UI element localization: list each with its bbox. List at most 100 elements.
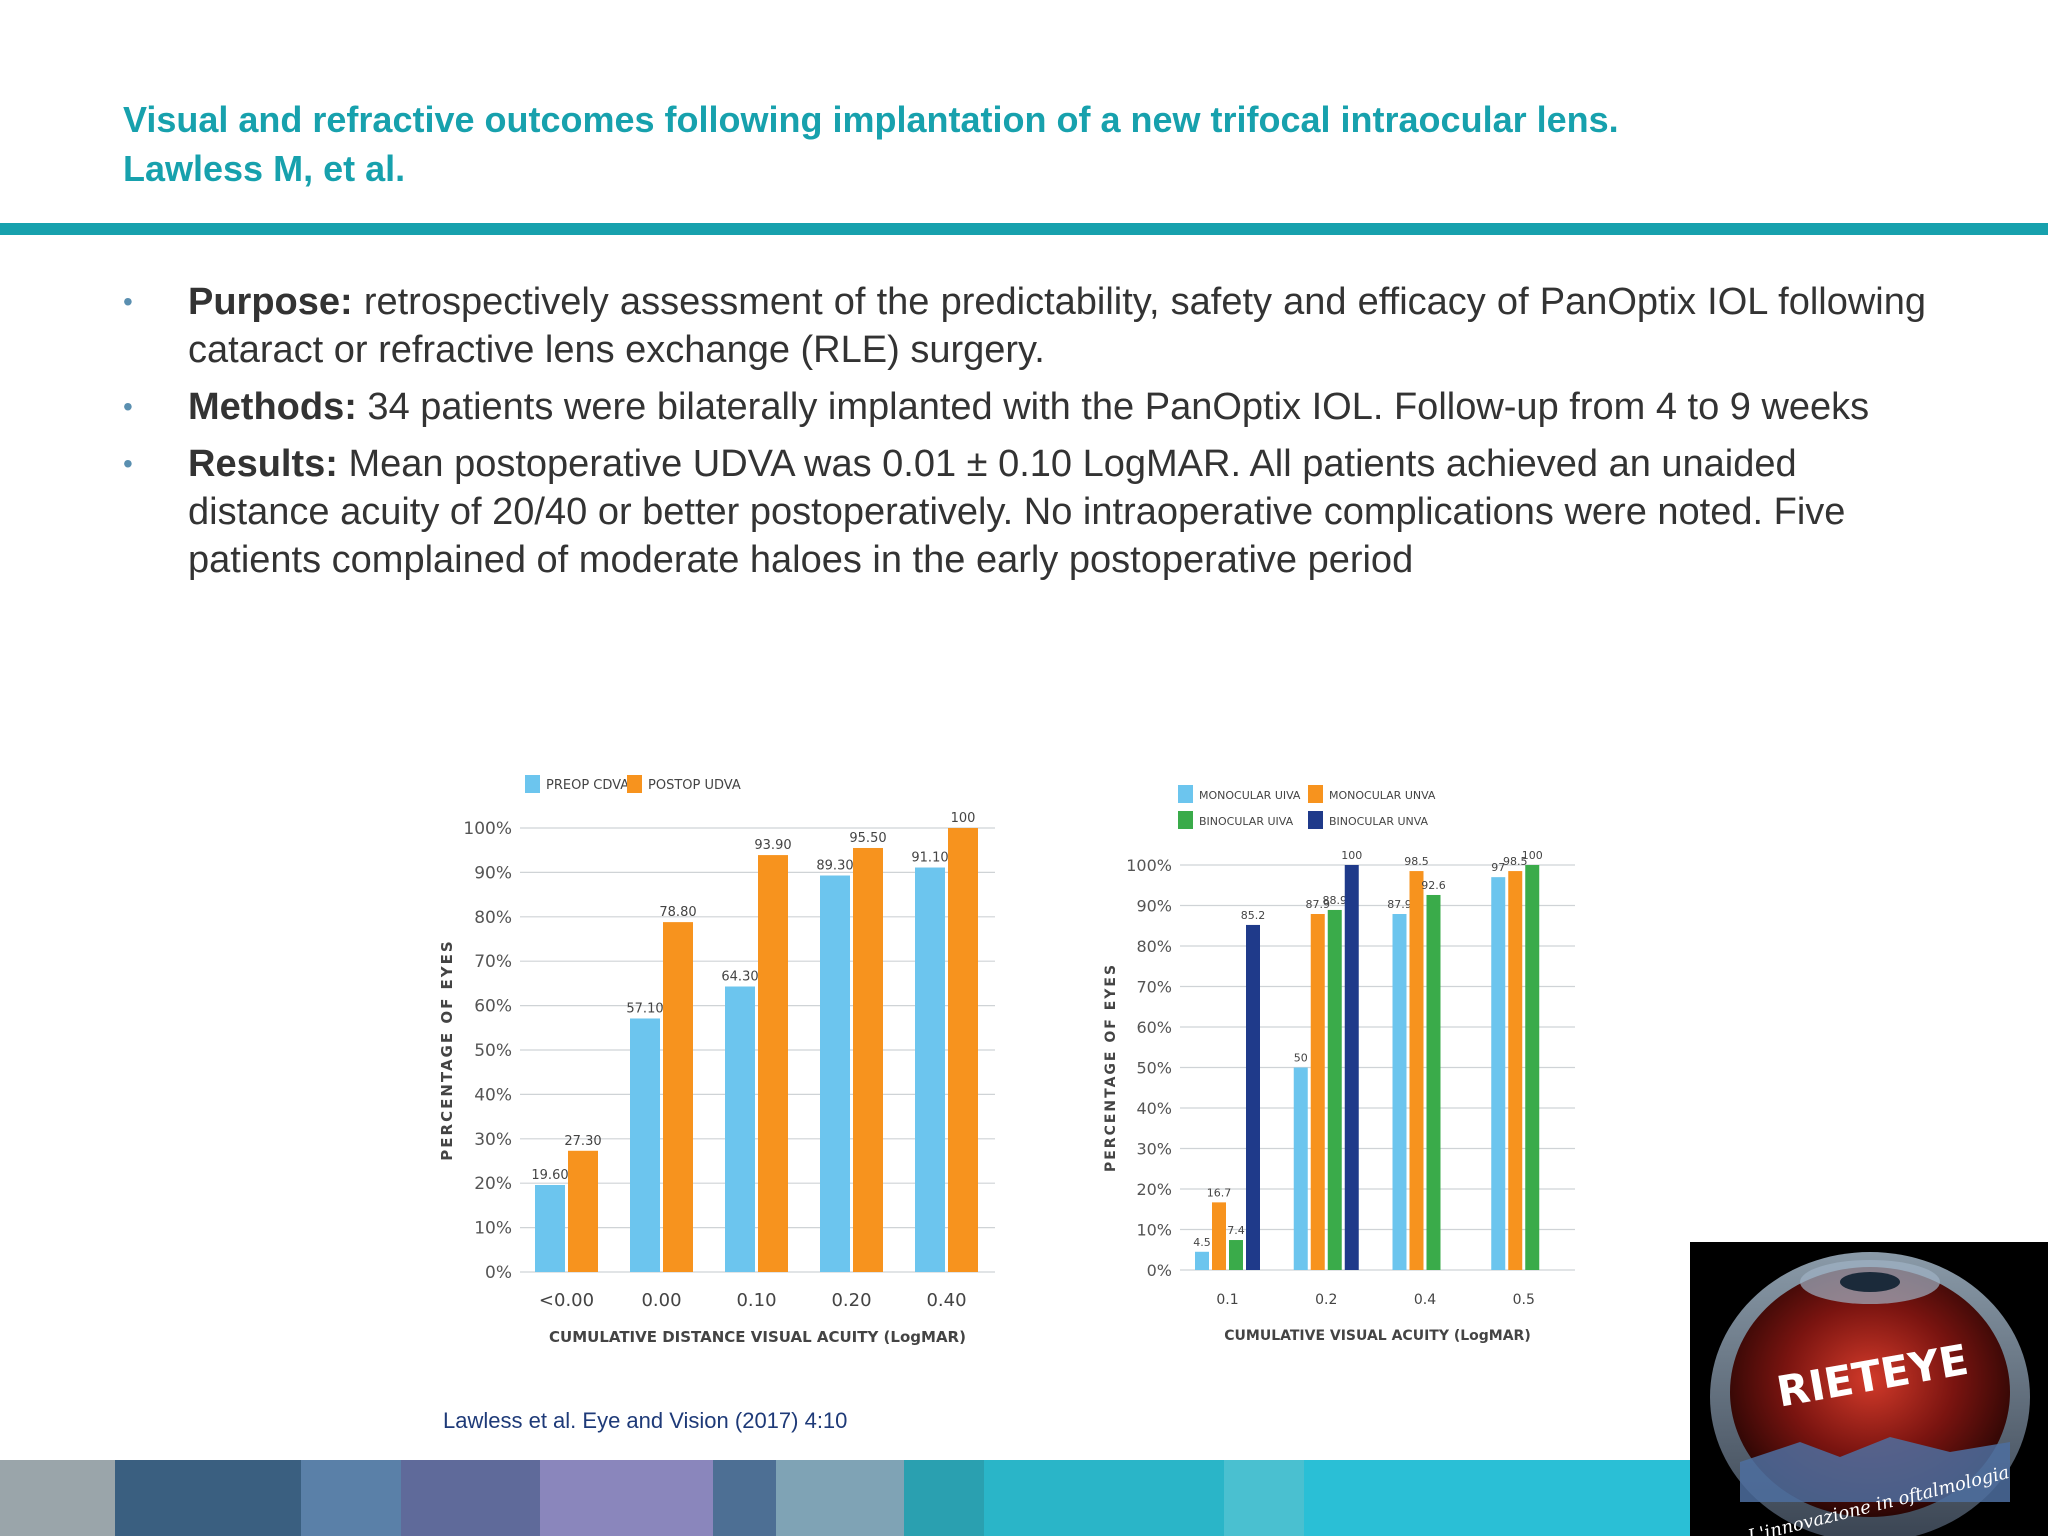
bar-value-label: 98.5 <box>1404 855 1429 868</box>
bar-value-label: 4.5 <box>1193 1236 1211 1249</box>
bar-value-label: 7.4 <box>1227 1224 1245 1237</box>
x-tick-label: 0.4 <box>1414 1292 1436 1308</box>
bar-value-label: 100 <box>951 811 976 826</box>
bar-value-label: 57.10 <box>626 1001 663 1016</box>
bar <box>853 847 883 1272</box>
legend-swatch <box>1178 811 1193 829</box>
y-tick-label: 0% <box>1147 1261 1172 1280</box>
bar-value-label: 91.10 <box>911 851 948 866</box>
footer-block <box>776 1460 904 1536</box>
bar-value-label: 64.30 <box>721 970 758 985</box>
x-tick-label: 0.40 <box>926 1290 966 1311</box>
footer-block <box>115 1460 301 1536</box>
y-tick-label: 50% <box>474 1041 512 1061</box>
bar-value-label: 100 <box>1522 849 1543 862</box>
bar <box>1491 877 1506 1270</box>
bar <box>568 1150 598 1272</box>
bar-value-label: 97 <box>1491 861 1505 874</box>
bar-value-label: 16.7 <box>1207 1186 1232 1199</box>
y-tick-label: 80% <box>474 908 512 928</box>
bar <box>1409 871 1424 1270</box>
bar <box>1525 865 1540 1270</box>
bullet-label: Results: <box>188 443 338 485</box>
bar-value-label: 85.2 <box>1241 909 1266 922</box>
footer-block <box>713 1460 776 1536</box>
legend-swatch <box>1178 785 1193 803</box>
bar-value-label: 93.90 <box>754 838 791 853</box>
y-tick-label: 80% <box>1136 937 1172 956</box>
bar <box>1344 865 1359 1270</box>
bullet-list: • Purpose: retrospectively assessment of… <box>123 278 1926 593</box>
y-tick-label: 60% <box>1136 1018 1172 1037</box>
legend-label: MONOCULAR UIVA <box>1199 789 1301 802</box>
footer-block <box>984 1460 1224 1536</box>
bar <box>1310 914 1325 1270</box>
y-tick-label: 90% <box>1136 897 1172 916</box>
bar <box>725 986 755 1272</box>
bullet-dot-icon: • <box>123 286 133 317</box>
y-tick-label: 10% <box>474 1219 512 1239</box>
bar-value-label: 92.6 <box>1421 879 1446 892</box>
y-tick-label: 70% <box>1136 978 1172 997</box>
bar <box>535 1184 565 1272</box>
x-tick-label: 0.1 <box>1216 1292 1238 1308</box>
bar <box>758 855 788 1272</box>
slide-title: Visual and refractive outcomes following… <box>123 95 1973 193</box>
distance-acuity-bar-chart: 0% 10% 20% 30% 40% 50% 60% 70% 80% 90% 100% 19.60 27… <box>438 775 995 1346</box>
legend-swatch <box>1308 811 1323 829</box>
bar <box>1246 924 1260 1270</box>
footer-block <box>301 1460 401 1536</box>
bar-value-label: 98.5 <box>1503 855 1528 868</box>
legend-label: MONOCULAR UNVA <box>1329 789 1436 802</box>
bullet-purpose: • Purpose: retrospectively assessment of… <box>123 278 1926 374</box>
y-axis-title: PERCENTAGE OF EYES <box>438 939 456 1160</box>
bullet-methods: • Methods: 34 patients were bilaterally … <box>123 383 1926 431</box>
x-tick-label: 0.10 <box>736 1290 776 1311</box>
bullet-results: • Results: Mean postoperative UDVA was 0… <box>123 440 1926 584</box>
y-tick-label: 60% <box>474 997 512 1017</box>
visual-acuity-bar-chart: 0% 10% 20% 30% 40% 50% 60% 70% 80% 90% 100% 4.5 16.7… <box>1103 785 1575 1344</box>
bar <box>1195 1251 1209 1270</box>
rieteye-logo: RIETEYE L'innovazione in oftalmologia <box>1690 1242 2048 1536</box>
bar <box>1293 1067 1308 1270</box>
y-tick-label: 0% <box>485 1263 512 1283</box>
x-tick-label: 0.5 <box>1513 1292 1535 1308</box>
x-tick-label: <0.00 <box>539 1290 594 1311</box>
y-tick-label: 40% <box>1136 1099 1172 1118</box>
bar <box>1212 1202 1226 1270</box>
legend-label: BINOCULAR UNVA <box>1329 815 1429 828</box>
bar-value-label: 88.9 <box>1323 894 1348 907</box>
bar-value-label: 87.9 <box>1306 898 1331 911</box>
y-tick-label: 100% <box>1126 856 1172 875</box>
footer-color-bar <box>0 1460 1690 1536</box>
legend-label: PREOP CDVA <box>546 778 629 793</box>
legend-label: POSTOP UDVA <box>648 778 741 793</box>
bar-value-label: 19.60 <box>531 1168 568 1183</box>
bar <box>1327 909 1342 1270</box>
title-line-1: Visual and refractive outcomes following… <box>123 99 1619 140</box>
citation: Lawless et al. Eye and Vision (2017) 4:1… <box>443 1408 848 1433</box>
x-tick-label: 0.20 <box>831 1290 871 1311</box>
bar <box>820 875 850 1272</box>
bar-value-label: 87.9 <box>1387 898 1412 911</box>
bar-value-label: 78.80 <box>659 905 696 920</box>
footer-block <box>1304 1460 1690 1536</box>
bar <box>948 828 978 1272</box>
bullet-label: Methods: <box>188 386 357 428</box>
footer-block <box>1224 1460 1304 1536</box>
x-axis-title: CUMULATIVE VISUAL ACUITY (LogMAR) <box>1224 1328 1531 1344</box>
legend-swatch <box>525 775 540 793</box>
bullet-text: 34 patients were bilaterally implanted w… <box>356 386 1870 428</box>
y-tick-label: 10% <box>1136 1221 1172 1240</box>
footer-block <box>904 1460 984 1536</box>
bar <box>630 1018 660 1272</box>
y-tick-label: 70% <box>474 952 512 972</box>
legend-swatch <box>627 775 642 793</box>
bar <box>663 922 693 1272</box>
footer-block <box>401 1460 540 1536</box>
x-axis-title: CUMULATIVE DISTANCE VISUAL ACUITY (LogMA… <box>549 1328 966 1346</box>
y-tick-label: 40% <box>474 1085 512 1105</box>
bullet-dot-icon: • <box>123 391 133 422</box>
bar <box>915 867 945 1272</box>
y-tick-label: 100% <box>463 819 512 839</box>
